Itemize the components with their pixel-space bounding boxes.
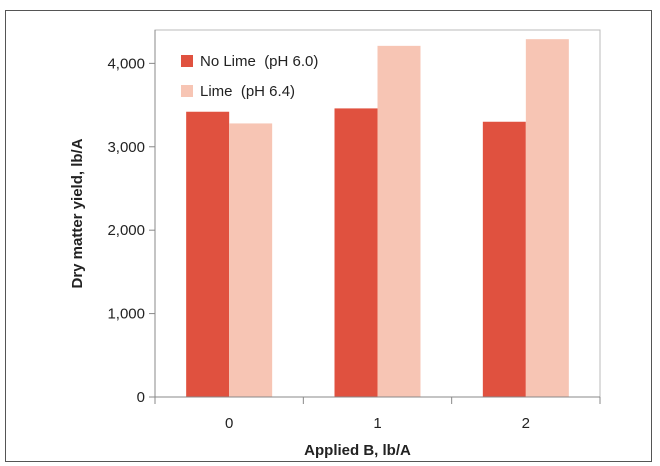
x-tick-label: 1 bbox=[373, 415, 381, 432]
bar-no-lime bbox=[482, 121, 526, 397]
legend-label: No Lime (pH 6.0) bbox=[200, 53, 318, 70]
x-tick-label: 2 bbox=[522, 415, 530, 432]
y-axis: 0 1,000 2,000 3,000 4,000 bbox=[107, 30, 156, 406]
legend: No Lime (pH 6.0) Lime (pH 6.4) bbox=[181, 53, 318, 100]
bar-lime bbox=[229, 123, 273, 397]
x-axis: 0 1 2 bbox=[154, 396, 601, 432]
x-tick-label: 0 bbox=[225, 415, 233, 432]
bar-lime bbox=[525, 39, 569, 398]
y-tick-label: 0 bbox=[137, 389, 145, 406]
y-tick-label: 2,000 bbox=[107, 222, 145, 239]
legend-swatch bbox=[181, 85, 193, 97]
bar-no-lime bbox=[334, 108, 378, 398]
y-tick-label: 4,000 bbox=[107, 55, 145, 72]
bars bbox=[186, 39, 569, 398]
x-axis-title: Applied B, lb/A bbox=[304, 442, 411, 459]
bar-no-lime bbox=[186, 111, 230, 397]
bar-lime bbox=[377, 45, 421, 398]
legend-swatch bbox=[181, 55, 193, 67]
y-tick-label: 1,000 bbox=[107, 306, 145, 323]
y-tick-label: 3,000 bbox=[107, 139, 145, 156]
y-axis-title: Dry matter yield, lb/A bbox=[69, 138, 86, 288]
legend-label: Lime (pH 6.4) bbox=[200, 83, 295, 100]
